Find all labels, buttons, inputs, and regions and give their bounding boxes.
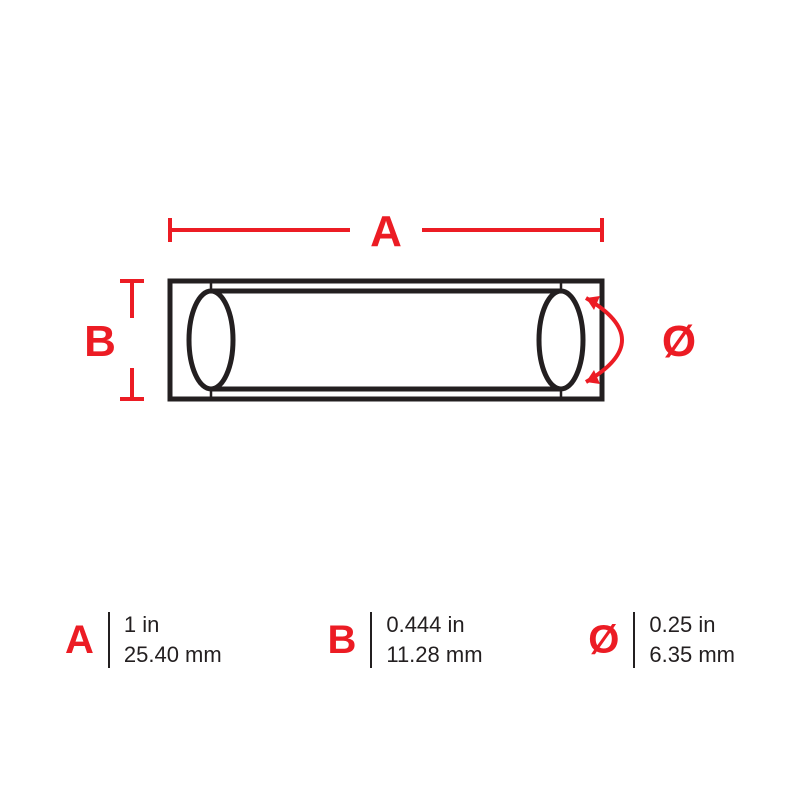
dimension-diameter-label: Ø — [662, 317, 696, 366]
legend-letter-b: B — [327, 620, 356, 660]
legend-values-a: 1 in 25.40 mm — [124, 610, 222, 669]
legend-a-line1: 1 in — [124, 610, 222, 640]
dimension-legend: A 1 in 25.40 mm B 0.444 in 11.28 mm Ø 0.… — [65, 610, 735, 669]
legend-divider — [633, 612, 635, 668]
dimension-a: A — [170, 207, 602, 256]
legend-values-diameter: 0.25 in 6.35 mm — [649, 610, 735, 669]
legend-b-line1: 0.444 in — [386, 610, 482, 640]
dimension-diagram: A B Ø A 1 in 25.40 mm — [0, 0, 800, 800]
legend-a-line2: 25.40 mm — [124, 640, 222, 670]
legend-d-line1: 0.25 in — [649, 610, 735, 640]
tube-right-ellipse — [539, 291, 583, 389]
legend-item-b: B 0.444 in 11.28 mm — [327, 610, 482, 669]
legend-divider — [370, 612, 372, 668]
tube-left-ellipse — [189, 291, 233, 389]
legend-values-b: 0.444 in 11.28 mm — [386, 610, 482, 669]
diagram-svg: A B Ø — [0, 0, 800, 560]
legend-item-a: A 1 in 25.40 mm — [65, 610, 222, 669]
dimension-b: B — [84, 281, 144, 399]
legend-item-diameter: Ø 0.25 in 6.35 mm — [588, 610, 735, 669]
legend-divider — [108, 612, 110, 668]
legend-letter-diameter: Ø — [588, 620, 619, 660]
legend-letter-a: A — [65, 620, 94, 660]
legend-b-line2: 11.28 mm — [386, 640, 482, 670]
dimension-b-label: B — [84, 317, 116, 366]
legend-d-line2: 6.35 mm — [649, 640, 735, 670]
dimension-a-label: A — [370, 207, 402, 256]
